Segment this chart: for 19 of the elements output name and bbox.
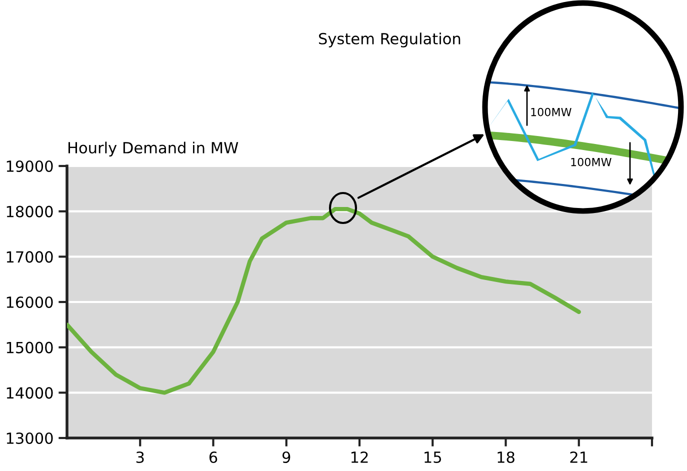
x-tick-label: 18 [498,451,514,464]
annotation: 100MW [571,158,612,166]
x-tick-label: 21 [570,451,588,463]
y-tick-label: 13000 [6,432,53,444]
x-tick-label: 3 [136,451,144,464]
y-tick-label: 19000 [6,160,53,172]
y-tick-label: 18000 [6,206,53,218]
y-axis-title: Hourly Demand in MW [68,142,238,156]
y-tick-label: 17000 [6,251,53,263]
x-tick-label: 12 [351,451,368,463]
y-tick-label: 14000 [6,387,53,399]
text: System Regulation [319,32,460,48]
x-tick-label: 15 [424,452,442,464]
line-series [67,206,581,395]
y-tick-label: 16000 [6,296,53,308]
text: 100MW [531,108,572,116]
y-tick-label: 15000 [6,342,53,354]
x-tick-label: 9 [282,451,290,464]
x-tick-label: 6 [209,451,218,464]
